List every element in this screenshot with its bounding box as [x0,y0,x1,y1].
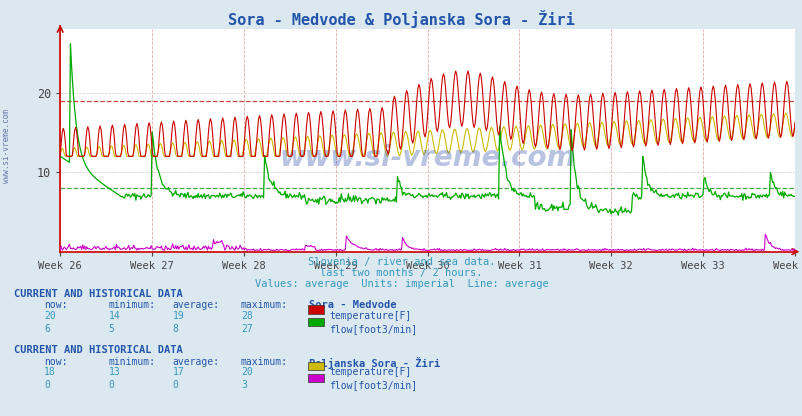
Text: 8: 8 [172,324,178,334]
Text: Sora - Medvode: Sora - Medvode [309,300,396,310]
Text: 28: 28 [241,311,253,321]
Text: now:: now: [44,300,67,310]
Text: CURRENT AND HISTORICAL DATA: CURRENT AND HISTORICAL DATA [14,289,183,299]
Text: maximum:: maximum: [241,357,288,366]
Text: flow[foot3/min]: flow[foot3/min] [329,380,417,390]
Text: 20: 20 [44,311,56,321]
Text: 0: 0 [172,380,178,390]
Text: www.si-vreme.com: www.si-vreme.com [2,109,11,183]
Text: Slovenia / river and sea data.: Slovenia / river and sea data. [307,257,495,267]
Text: last two months / 2 hours.: last two months / 2 hours. [320,268,482,278]
Text: minimum:: minimum: [108,357,156,366]
Text: 20: 20 [241,367,253,377]
Text: flow[foot3/min]: flow[foot3/min] [329,324,417,334]
Text: 27: 27 [241,324,253,334]
Text: 17: 17 [172,367,184,377]
Text: CURRENT AND HISTORICAL DATA: CURRENT AND HISTORICAL DATA [14,345,183,355]
Text: 0: 0 [44,380,50,390]
Text: Sora - Medvode & Poljanska Sora - Žiri: Sora - Medvode & Poljanska Sora - Žiri [228,10,574,28]
Text: 6: 6 [44,324,50,334]
Text: maximum:: maximum: [241,300,288,310]
Text: 19: 19 [172,311,184,321]
Text: 3: 3 [241,380,246,390]
Text: 14: 14 [108,311,120,321]
Text: Poljanska Sora - Žiri: Poljanska Sora - Žiri [309,357,439,369]
Text: 0: 0 [108,380,114,390]
Text: 18: 18 [44,367,56,377]
Text: 5: 5 [108,324,114,334]
Text: average:: average: [172,300,220,310]
Text: Values: average  Units: imperial  Line: average: Values: average Units: imperial Line: av… [254,279,548,289]
Text: temperature[F]: temperature[F] [329,367,411,377]
Text: average:: average: [172,357,220,366]
Text: 13: 13 [108,367,120,377]
Text: minimum:: minimum: [108,300,156,310]
Text: www.si-vreme.com: www.si-vreme.com [279,144,575,172]
Text: temperature[F]: temperature[F] [329,311,411,321]
Text: now:: now: [44,357,67,366]
